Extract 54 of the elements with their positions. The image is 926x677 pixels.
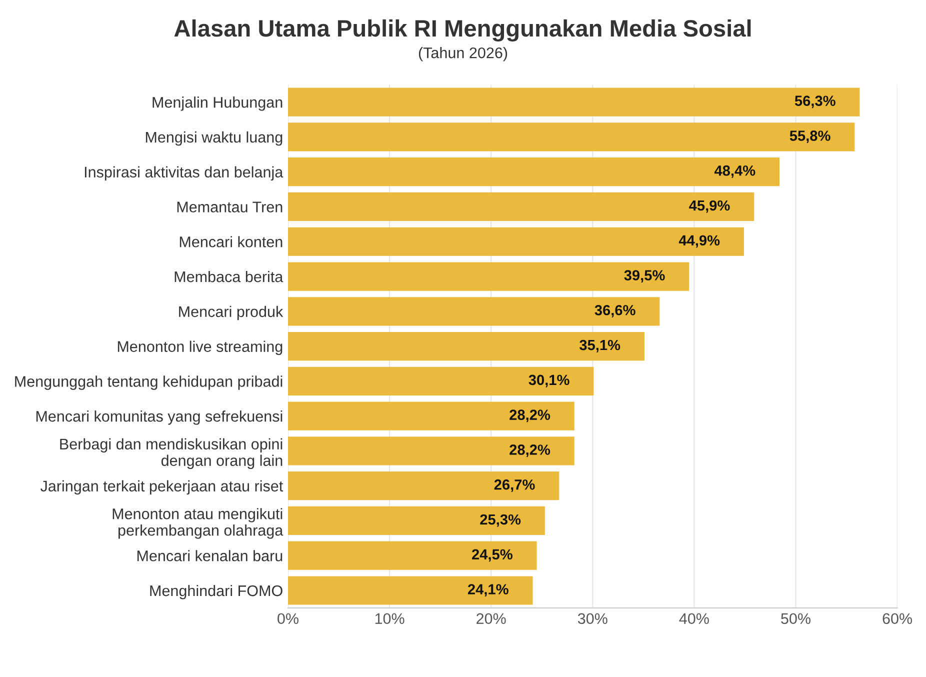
y-tick-label: Mencari kenalan baru [137,550,282,562]
bar [288,122,855,152]
y-tick-label: Inspirasi aktivitas dan belanja [84,166,284,181]
data-label: 28,2% [510,444,550,457]
data-label: 28,2% [510,410,550,422]
data-label: 24,5% [472,549,512,562]
data-label: 35,1% [579,340,620,352]
bar [288,192,754,222]
data-label: 39,5% [624,270,665,283]
x-tick-label: 60% [882,613,912,624]
bar [288,472,560,500]
bar [288,506,545,536]
data-label: 55,8% [790,130,830,143]
y-tick-label: Memantau Tren [177,202,282,212]
bar [288,402,574,430]
y-tick-label: Menonton atau mengikuti perkembangan olahraga [112,508,284,539]
chart-title: Alasan Utama Publik RI Menggunakan Media Sosial [174,19,751,42]
x-tick-label: 40% [679,613,709,624]
bar [288,576,533,605]
y-tick-label: Berbagi dan mendiskusikan opini dengan orang lain [60,438,282,469]
bar [288,436,574,466]
x-tick-label: 20% [476,613,506,624]
y-tick-label: Membaca berita [174,270,284,282]
data-label: 48,4% [714,165,756,178]
y-tick-label: Mengunggah tentang kehidupan pribadi [15,376,282,390]
data-label: 30,1% [528,374,570,388]
bar [288,158,780,186]
bar [288,262,690,291]
x-tick-label: 10% [375,613,404,624]
bar [288,88,860,116]
data-label: 44,9% [678,235,720,248]
y-tick-label: Mencari komunitas yang sefrekuensi [36,410,282,425]
data-label: 56,3% [794,96,836,108]
y-tick-label: Mencari produk [179,306,284,320]
data-label: 25,3% [480,514,521,527]
y-tick-label: Jaringan terkait pekerjaan atau riset [40,480,284,495]
data-label: 36,6% [594,304,636,318]
y-tick-label: Menghindari FOMO [150,584,282,600]
y-tick-label: Mengisi waktu luang [146,131,282,146]
data-label: 45,9% [689,200,730,213]
x-tick-label: 50% [781,613,810,624]
bar [288,227,744,256]
x-tick-label: 0% [278,613,298,624]
bar [288,541,537,570]
data-label: 26,7% [494,479,535,492]
y-tick-label: Menonton live streaming [118,340,282,355]
y-tick-label: Mencari konten [180,236,282,248]
bar [288,297,660,326]
y-tick-label: Menjalin Hubungan [152,96,282,111]
x-tick-label: 30% [578,613,608,624]
bar [288,332,644,361]
bar [288,366,594,396]
data-label: 24,1% [468,584,508,597]
chart-subtitle: (Tahun 2026) [418,47,508,62]
